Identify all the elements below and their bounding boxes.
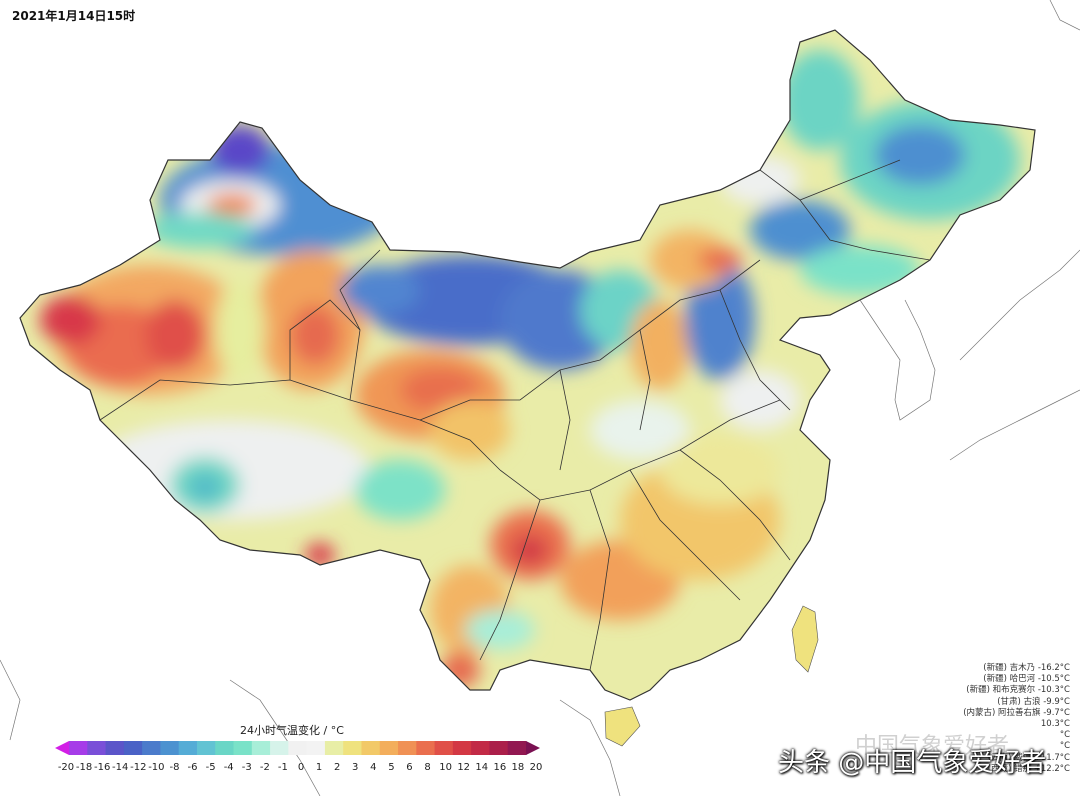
- colorbar-tick-label: 16: [493, 762, 507, 773]
- colorbar-tick-label: 14: [475, 762, 489, 773]
- colorbar-swatch: [361, 741, 381, 755]
- colorbar-tick-label: -18: [75, 762, 93, 773]
- colorbar-tick-label: -12: [130, 762, 147, 773]
- colorbar-swatch: [416, 741, 436, 755]
- map-timestamp: 2021年1月14日15时: [12, 9, 136, 23]
- colorbar-swatch: [434, 741, 454, 755]
- station-row: °C: [1059, 730, 1070, 741]
- colorbar-swatch: [215, 741, 235, 755]
- station-row: (新疆) 和布克赛尔 -10.3°C: [966, 685, 1070, 696]
- station-row: °C: [1059, 741, 1070, 752]
- colorbar-swatch: [471, 741, 490, 755]
- colorbar-swatch: [196, 741, 216, 755]
- station-row: (内蒙古) 阿拉善右旗 -9.7°C: [963, 707, 1070, 718]
- colorbar-tick-label: 3: [352, 762, 359, 773]
- station-extremes-list: (新疆) 吉木乃 -16.2°C (新疆) 哈巴河 -10.5°C (新疆) 和布克…: [963, 663, 1070, 775]
- colorbar-tick-label: -3: [241, 762, 252, 773]
- colorbar-tick-label: 6: [406, 762, 413, 773]
- station-row: 10.3°C: [1040, 719, 1070, 730]
- colorbar-tick-label: -16: [93, 762, 111, 773]
- colorbar-tick-label: -20: [57, 762, 75, 773]
- colorbar-swatch: [160, 741, 180, 755]
- colorbar-swatch: [69, 741, 88, 755]
- colorbar: [55, 741, 540, 755]
- colorbar-swatch: [379, 741, 399, 755]
- province-borders: [19, 29, 1036, 701]
- colorbar-tick-label: 8: [424, 762, 431, 773]
- station-row: (云南) 威信 +11.7°C: [987, 752, 1070, 763]
- station-row: (新疆) 吉木乃 -16.2°C: [983, 663, 1070, 673]
- colorbar-tick-label: -2: [259, 762, 270, 773]
- colorbar-tick-label: 4: [370, 762, 377, 773]
- colorbar-swatch: [343, 741, 362, 755]
- colorbar-swatch: [288, 741, 308, 755]
- colorbar-tick-label: 18: [511, 762, 525, 773]
- colorbar-swatch: [398, 741, 417, 755]
- colorbar-tick-label: -5: [205, 762, 216, 773]
- colorbar-title: 24小时气温变化 / °C: [240, 724, 344, 737]
- station-row: (新疆) 哈巴河 -10.5°C: [983, 674, 1070, 685]
- station-row: (甘肃) 古浪 -9.9°C: [997, 696, 1070, 707]
- colorbar-swatch: [306, 741, 326, 755]
- colorbar-swatch: [324, 741, 344, 755]
- colorbar-swatch: [452, 741, 472, 755]
- colorbar-swatch: [489, 741, 509, 755]
- colorbar-min-arrow: [55, 741, 69, 755]
- colorbar-tick-label: -8: [169, 762, 180, 773]
- colorbar-swatch: [270, 741, 289, 755]
- colorbar-max-arrow: [526, 741, 540, 755]
- colorbar-ticks: -20 -18 -16 -14 -12 -10 -8 -6 -5 -4 -3 -2 -1 0 1 2 3 4 5 6 8…: [58, 762, 543, 776]
- hainan-island: [604, 706, 641, 747]
- colorbar-tick-label: 20: [529, 762, 543, 773]
- colorbar-tick-label: -4: [223, 762, 234, 773]
- watermark: 头条 @中国气象爱好者: [778, 748, 1047, 778]
- taiwan-island: [791, 605, 819, 673]
- colorbar-tick-label: -6: [187, 762, 198, 773]
- colorbar-tick-label: -14: [112, 762, 129, 773]
- colorbar-swatch: [507, 741, 527, 755]
- colorbar-tick-label: -1: [277, 762, 288, 773]
- colorbar-tick-label: 1: [315, 762, 323, 773]
- colorbar-swatch: [251, 741, 271, 755]
- colorbar-tick-label: 0: [297, 762, 305, 773]
- colorbar-tick-label: 5: [388, 762, 395, 773]
- colorbar-swatch: [233, 741, 253, 755]
- colorbar-tick-label: 10: [439, 762, 452, 773]
- colorbar-tick-label: 12: [457, 762, 471, 773]
- station-row: (西藏) 错那 +12.2°C: [987, 763, 1070, 774]
- colorbar-swatch: [105, 741, 125, 755]
- colorbar-swatch: [87, 741, 107, 755]
- colorbar-swatch: [142, 741, 161, 755]
- colorbar-swatch: [178, 741, 198, 755]
- watermark-ghost: 中国气象爱好者: [855, 734, 1010, 759]
- colorbar-tick-label: 2: [333, 762, 341, 773]
- colorbar-tick-label: -10: [148, 762, 165, 773]
- colorbar-swatch: [123, 741, 143, 755]
